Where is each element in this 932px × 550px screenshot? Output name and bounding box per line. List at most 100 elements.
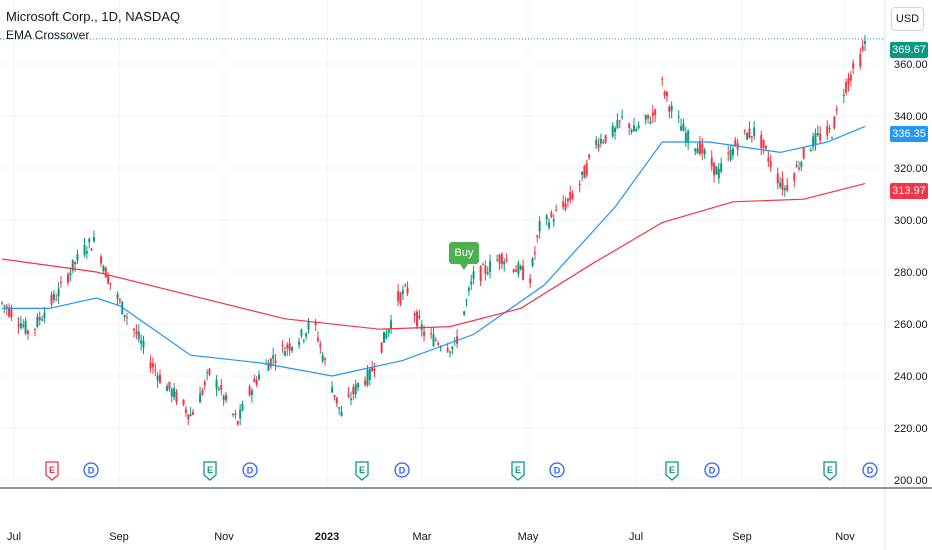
candle-body: [467, 288, 470, 291]
candle-body: [203, 381, 206, 386]
dividend-marker-icon[interactable]: [862, 462, 878, 478]
candle-body: [849, 74, 852, 81]
candle-body: [654, 109, 657, 115]
candle-body: [746, 132, 749, 140]
earnings-marker-icon[interactable]: [203, 461, 217, 481]
candle-body: [401, 290, 404, 295]
candle-body: [57, 288, 60, 297]
candle-body: [776, 173, 779, 184]
candle-body: [720, 163, 723, 172]
candle-body: [201, 390, 204, 395]
candle-body: [797, 167, 800, 170]
candle-body: [3, 305, 6, 307]
candle-body: [5, 306, 8, 309]
candle-body: [59, 281, 62, 283]
candle-body: [446, 347, 449, 352]
earnings-marker-icon[interactable]: [823, 461, 837, 481]
candle-body: [184, 409, 187, 413]
candle-body: [451, 346, 454, 350]
candle-body: [713, 162, 716, 176]
candle-body: [727, 152, 730, 154]
earnings-marker-icon[interactable]: [665, 461, 679, 481]
candle-body: [835, 109, 838, 111]
candle-body: [267, 363, 270, 371]
dividend-marker-icon[interactable]: [394, 462, 410, 478]
candle-body: [371, 367, 374, 372]
candle-body: [637, 125, 640, 129]
y-tick-label: 220.00: [894, 423, 928, 435]
candle-body: [550, 212, 553, 217]
candle-body: [767, 157, 770, 162]
earnings-marker-icon[interactable]: [511, 461, 525, 481]
currency-button[interactable]: USD: [891, 7, 924, 31]
candle-body: [519, 266, 522, 270]
candle-body: [36, 316, 39, 327]
candle-body: [107, 275, 110, 284]
candle-body: [85, 251, 88, 254]
y-tick-label: 320.00: [894, 163, 928, 175]
candle-body: [500, 253, 503, 265]
dividend-marker-icon[interactable]: [83, 462, 99, 478]
candle-body: [729, 149, 732, 161]
dividend-marker-icon[interactable]: [242, 462, 258, 478]
candle-body: [437, 343, 440, 345]
candle-body: [52, 293, 55, 300]
x-tick-label: Jul: [7, 531, 21, 543]
ema-slow-line: [1, 183, 866, 330]
candle-body: [864, 41, 866, 44]
candle-body: [423, 331, 426, 336]
candle-body: [852, 63, 855, 69]
candle-body: [104, 267, 107, 278]
candle-body: [595, 140, 598, 146]
indicator-label[interactable]: EMA Crossover: [6, 28, 90, 42]
candle-body: [845, 82, 848, 93]
candle-body: [750, 136, 753, 138]
candle-body: [255, 380, 258, 385]
x-tick-label: 2023: [315, 531, 339, 543]
candle-body: [486, 272, 489, 275]
candle-body: [430, 333, 433, 335]
candle-body: [166, 385, 169, 392]
candle-body: [470, 281, 473, 285]
candle-body: [515, 269, 518, 272]
y-tick-label: 260.00: [894, 319, 928, 331]
candle-body: [258, 374, 261, 380]
earnings-marker-icon[interactable]: [45, 461, 59, 481]
x-tick-label: Nov: [835, 531, 855, 543]
candle-body: [399, 292, 402, 304]
candle-body: [680, 126, 683, 131]
earnings-marker-icon[interactable]: [355, 461, 369, 481]
candle-body: [215, 379, 218, 389]
dividend-marker-icon[interactable]: [704, 462, 720, 478]
candle-body: [830, 137, 833, 139]
candle-body: [715, 166, 718, 175]
candle-body: [302, 339, 305, 341]
candle-body: [220, 385, 223, 390]
candle-body: [569, 191, 572, 201]
candle-body: [571, 193, 574, 200]
x-tick-label: May: [518, 531, 539, 543]
candle-body: [286, 344, 289, 349]
candle-body: [498, 254, 501, 264]
symbol-title[interactable]: Microsoft Corp., 1D, NASDAQ: [6, 9, 181, 24]
dividend-marker-icon[interactable]: [549, 462, 565, 478]
candle-body: [585, 163, 588, 176]
candle-body: [566, 198, 569, 202]
candle-body: [1, 302, 3, 304]
candle-body: [661, 78, 664, 80]
candle-body: [602, 142, 605, 144]
candle-body: [670, 105, 673, 112]
candle-body: [333, 395, 336, 397]
candle-body: [300, 329, 303, 336]
candle-body: [562, 201, 565, 207]
candle-body: [439, 347, 442, 349]
candle-body: [269, 358, 272, 367]
candle-body: [88, 238, 91, 243]
candle-body: [123, 314, 126, 317]
candle-body: [366, 369, 369, 386]
ema-slow-price-label: 313.97: [890, 183, 928, 199]
candle-body: [189, 414, 192, 416]
candle-body: [236, 421, 239, 425]
candle-body: [694, 148, 697, 152]
